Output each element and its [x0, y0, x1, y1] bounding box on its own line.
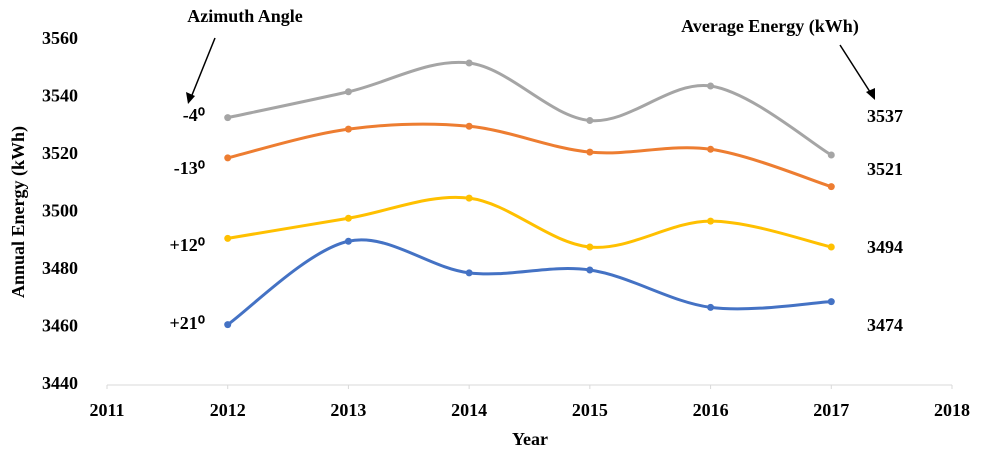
x-tick-label: 2012 [210, 400, 246, 420]
data-point [707, 217, 715, 225]
x-axis-title: Year [512, 429, 548, 449]
data-point [465, 269, 473, 277]
data-point [586, 243, 594, 251]
series-line [227, 195, 832, 249]
series-line [226, 238, 832, 326]
series-line [227, 122, 832, 189]
series-label: -13⁰ [174, 158, 205, 178]
arrow [189, 37, 216, 101]
data-point [344, 125, 352, 133]
series-label: +12⁰ [170, 235, 205, 255]
data-point [344, 88, 352, 96]
series-line [227, 60, 833, 157]
data-point [224, 114, 232, 122]
y-tick-label: 3540 [42, 86, 78, 106]
y-tick-label: 3500 [42, 201, 78, 221]
data-point [344, 214, 352, 222]
arrow-head [866, 88, 875, 100]
average-label: 3494 [867, 237, 903, 257]
data-point [827, 298, 835, 306]
y-tick-label: 3560 [42, 28, 78, 48]
series-label: -4⁰ [183, 105, 205, 125]
x-tick-label: 2018 [934, 400, 970, 420]
data-point [465, 194, 473, 202]
series-label: +21⁰ [170, 313, 205, 333]
data-point [827, 243, 835, 251]
x-tick-label: 2017 [813, 400, 849, 420]
data-point [707, 145, 715, 153]
data-point [707, 82, 715, 90]
average-label: 3537 [867, 106, 903, 126]
annotation-left: Azimuth Angle [187, 6, 303, 26]
data-point [586, 148, 594, 156]
data-point [707, 303, 715, 311]
data-point [224, 154, 232, 162]
data-point [224, 234, 232, 242]
y-axis-title: Annual Energy (kWh) [8, 126, 29, 298]
arrow [839, 44, 873, 96]
average-label: 3474 [867, 315, 903, 335]
x-tick-label: 2014 [451, 400, 487, 420]
y-tick-label: 3480 [42, 258, 78, 278]
x-tick-label: 2011 [89, 400, 124, 420]
data-point [586, 117, 594, 124]
data-point [344, 237, 352, 245]
data-point [586, 266, 594, 274]
data-point [224, 321, 232, 329]
y-tick-label: 3460 [42, 316, 78, 336]
data-point [465, 122, 473, 130]
arrow-head [186, 92, 195, 104]
average-label: 3521 [867, 159, 903, 179]
x-tick-label: 2015 [572, 400, 608, 420]
data-point [465, 59, 473, 67]
annotation-right: Average Energy (kWh) [681, 16, 859, 37]
y-tick-label: 3440 [42, 373, 78, 393]
x-tick-label: 2016 [693, 400, 729, 420]
data-point [827, 151, 835, 159]
data-point [827, 183, 835, 191]
y-tick-label: 3520 [42, 143, 78, 163]
x-tick-label: 2013 [330, 400, 366, 420]
